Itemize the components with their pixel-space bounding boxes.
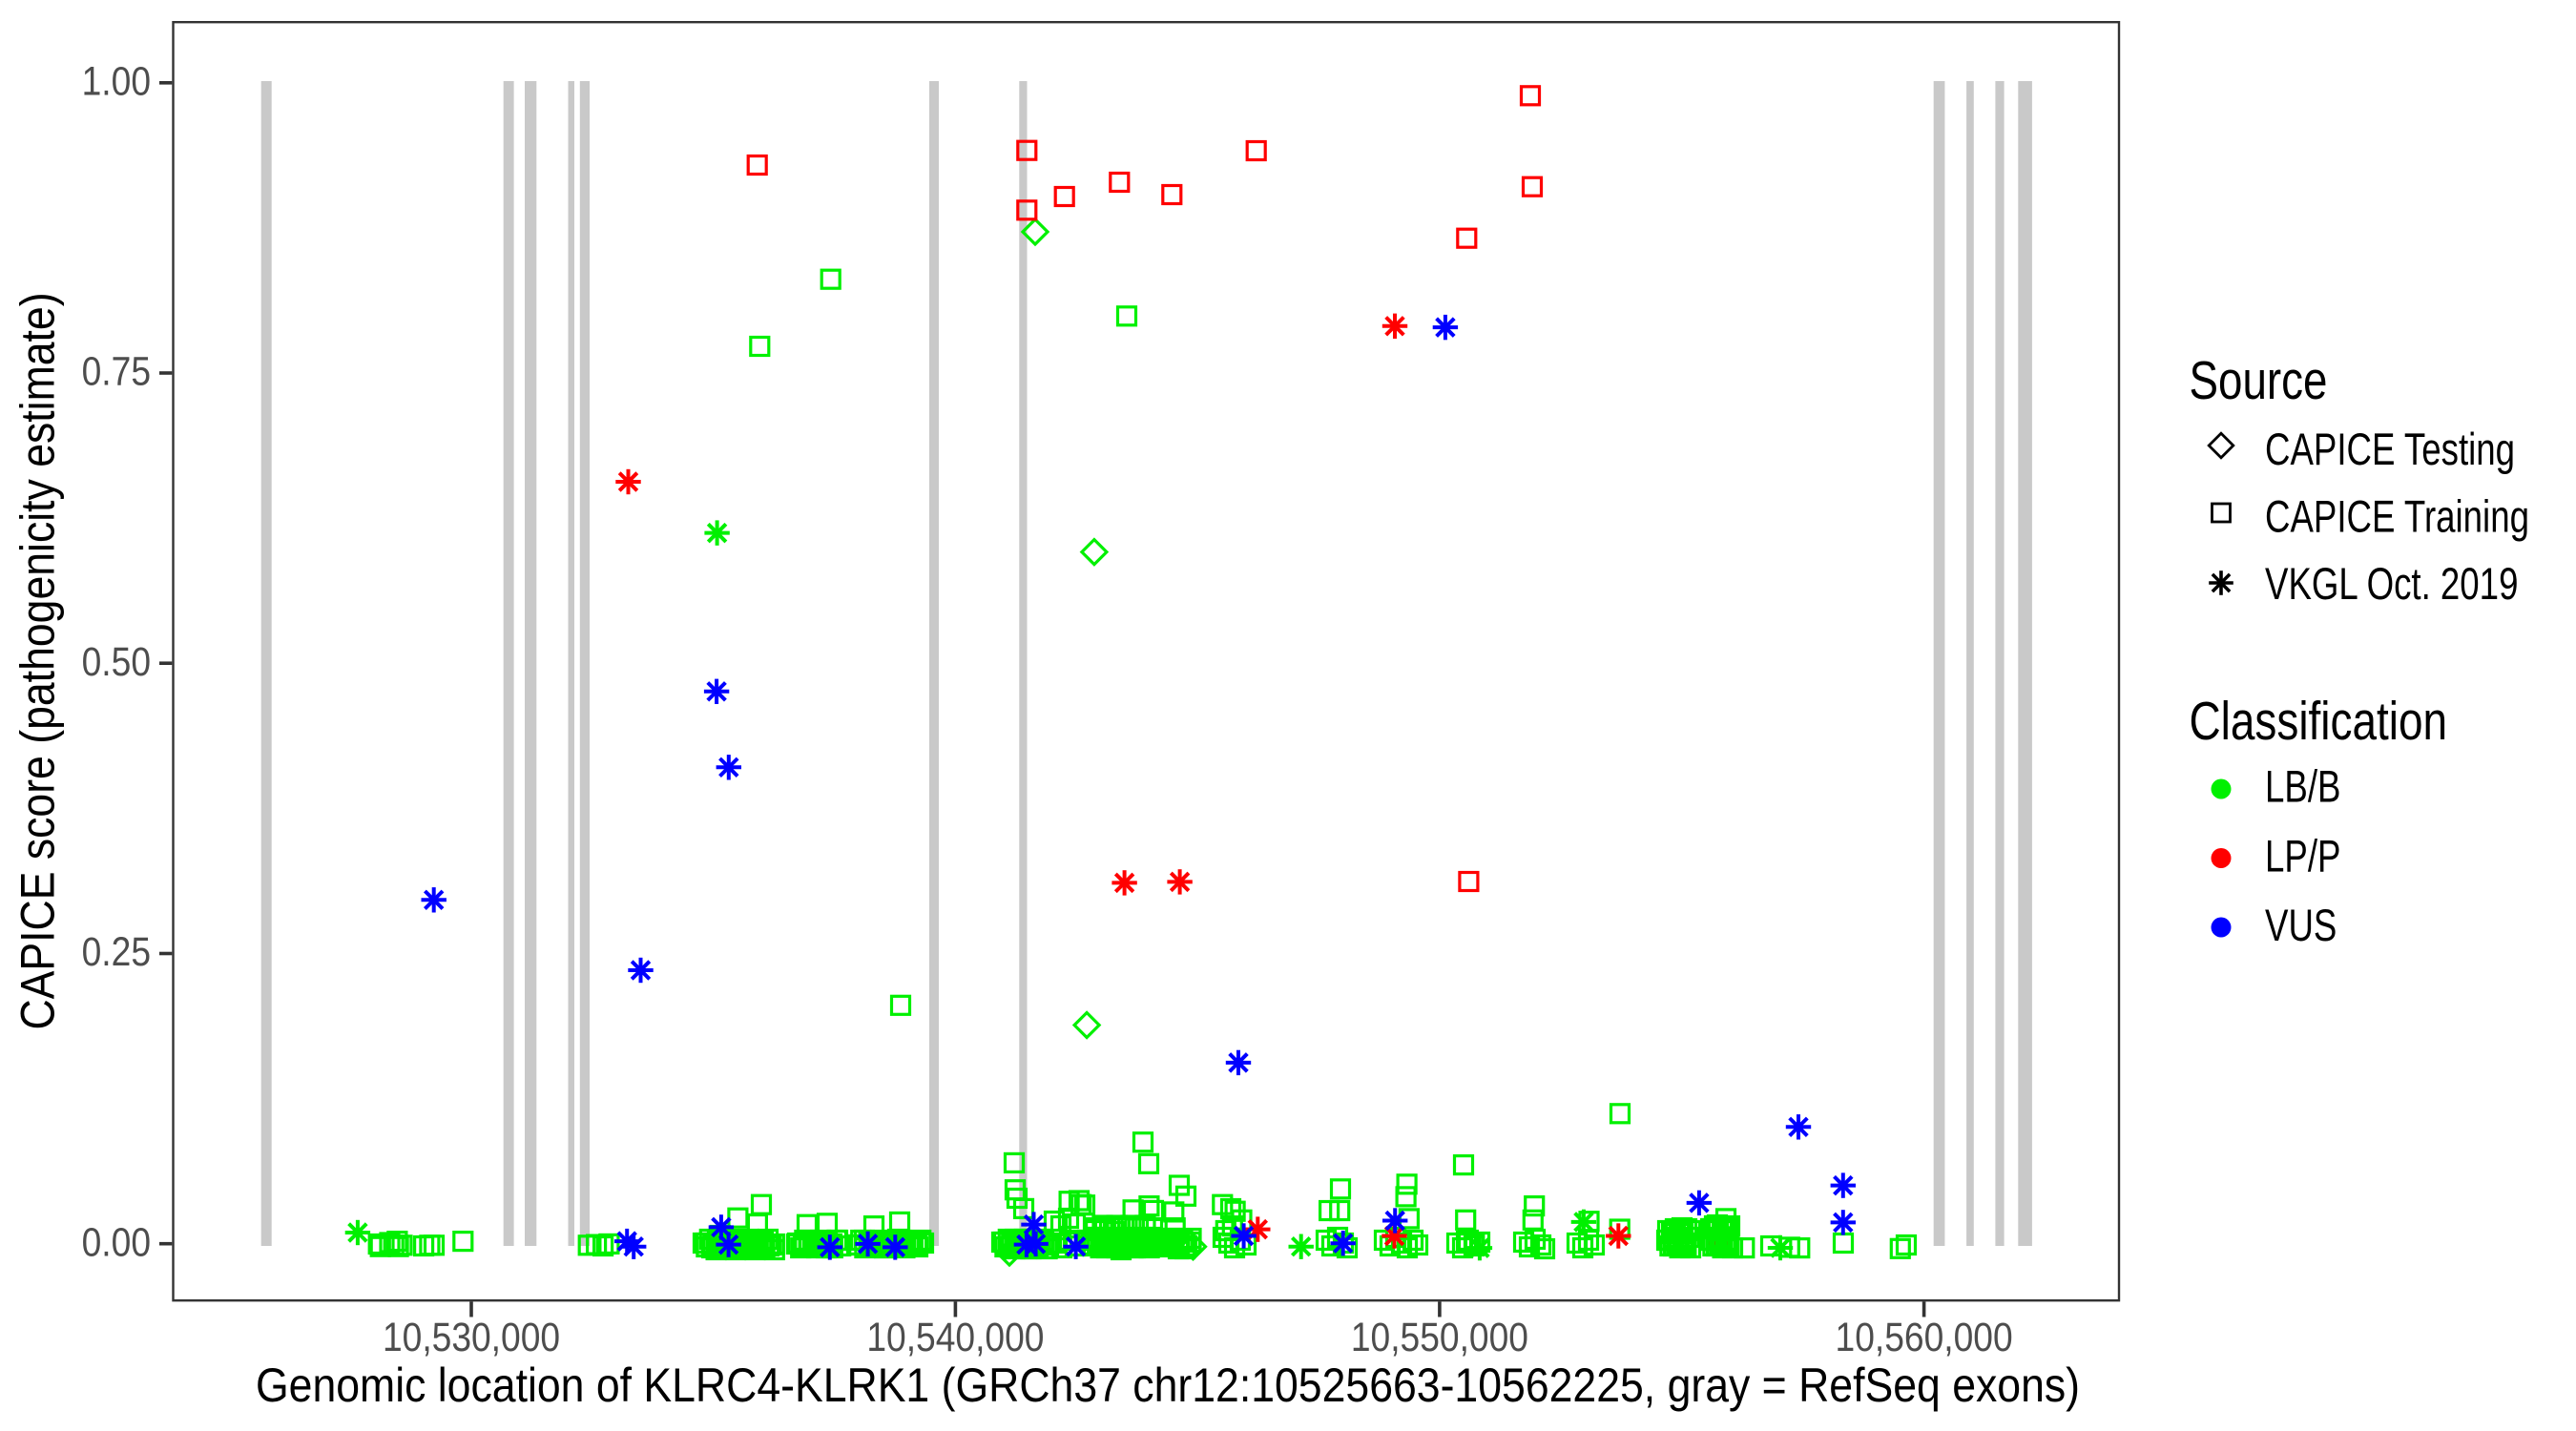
svg-text:0.50: 0.50 — [82, 638, 151, 684]
svg-text:CAPICE Training: CAPICE Training — [2265, 491, 2529, 541]
svg-text:10,530,000: 10,530,000 — [383, 1315, 560, 1360]
svg-text:Genomic location of KLRC4-KLRK: Genomic location of KLRC4-KLRK1 (GRCh37 … — [256, 1359, 2080, 1413]
svg-text:0.25: 0.25 — [82, 929, 151, 975]
svg-text:0.75: 0.75 — [82, 348, 151, 394]
svg-text:LB/B: LB/B — [2265, 761, 2340, 811]
svg-text:1.00: 1.00 — [82, 58, 151, 104]
svg-text:10,550,000: 10,550,000 — [1351, 1315, 1528, 1360]
svg-text:VUS: VUS — [2265, 901, 2337, 950]
svg-text:10,560,000: 10,560,000 — [1836, 1315, 2013, 1360]
svg-text:CAPICE score (pathogenicity es: CAPICE score (pathogenicity estimate) — [11, 292, 65, 1029]
svg-text:0.00: 0.00 — [82, 1219, 151, 1265]
svg-text:VKGL Oct. 2019: VKGL Oct. 2019 — [2265, 559, 2518, 609]
svg-text:10,540,000: 10,540,000 — [866, 1315, 1044, 1360]
svg-text:Source: Source — [2190, 349, 2328, 410]
svg-text:Classification: Classification — [2190, 690, 2448, 751]
svg-text:CAPICE Testing: CAPICE Testing — [2265, 424, 2515, 473]
svg-text:LP/P: LP/P — [2265, 831, 2340, 881]
